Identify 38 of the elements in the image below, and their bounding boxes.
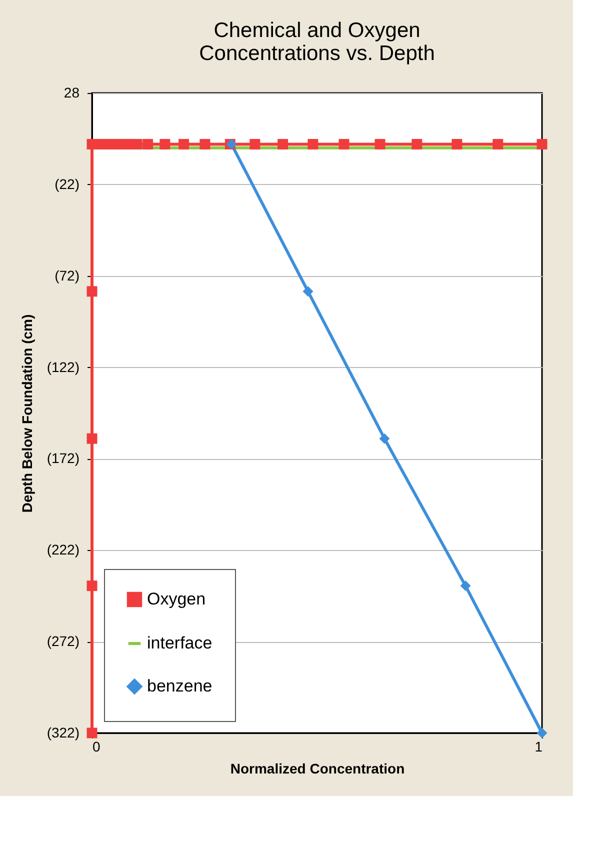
x-tick-label: 1 (534, 738, 543, 754)
point (132, 138, 142, 150)
y-axis-title: Depth Below Foundation (cm) (18, 314, 35, 513)
point (86, 433, 98, 444)
point (379, 433, 390, 444)
y-tick-label: (72) (54, 267, 80, 284)
point (536, 728, 548, 738)
point (86, 286, 98, 297)
y-tick-label: (122) (46, 358, 80, 375)
point (460, 580, 471, 592)
x-axis-title: Normalized Concentration (230, 760, 405, 776)
y-tick-label: (22) (54, 176, 80, 192)
point (412, 138, 422, 150)
point (536, 138, 548, 150)
x-tick-label: 0 (92, 738, 100, 754)
point (452, 138, 462, 150)
y-tick-label: (272) (46, 633, 80, 650)
point (142, 138, 154, 150)
point (302, 286, 314, 297)
point (374, 138, 386, 150)
y-tick-label: (222) (46, 542, 80, 558)
chart-title: Chemical and Oxygen Concentrations vs. Depth (199, 19, 435, 65)
point (278, 138, 288, 150)
point (86, 580, 98, 592)
legend-label: benzene (147, 676, 212, 696)
legend-label: interface (147, 634, 212, 652)
point (86, 728, 98, 738)
point (250, 138, 260, 150)
y-tick-label: 28 (64, 84, 80, 100)
point (492, 138, 504, 150)
point (308, 138, 318, 150)
point (200, 138, 210, 150)
legend-label: Oxygen (147, 590, 206, 608)
point (178, 138, 190, 150)
y-tick-label: (172) (46, 450, 80, 466)
point (160, 138, 170, 150)
point (338, 138, 350, 150)
y-tick-label: (322) (46, 724, 80, 740)
